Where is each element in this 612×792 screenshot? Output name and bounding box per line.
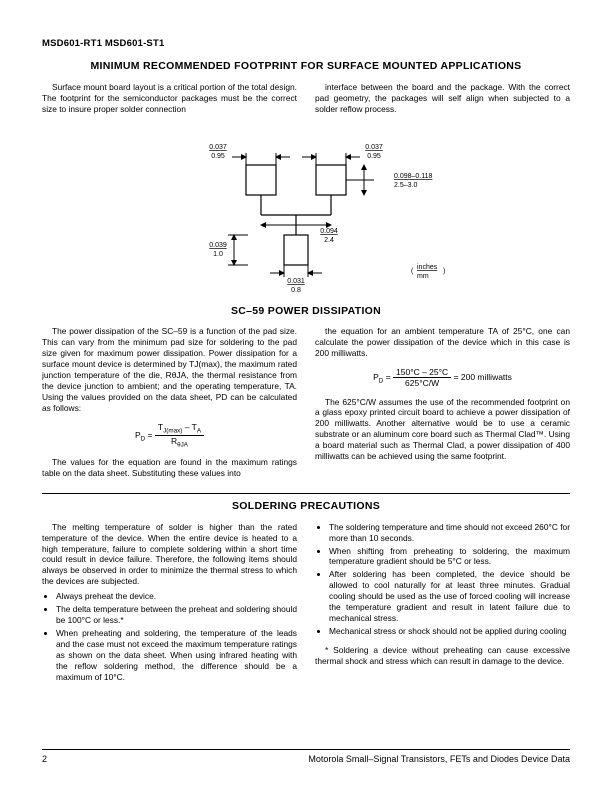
list-item: Mechanical stress or shock should not be… [329, 626, 570, 637]
sc59-title: SC–59 POWER DISSIPATION [42, 305, 570, 319]
svg-text:0.098–0.118: 0.098–0.118 [394, 173, 433, 180]
svg-text:1.0: 1.0 [213, 251, 223, 258]
svg-text:(: ( [411, 268, 414, 275]
svg-text:2.5–3.0: 2.5–3.0 [394, 182, 417, 189]
sc59-right-p2: The 625°C/W assumes the use of the recom… [315, 397, 570, 463]
soldering-intro: The melting temperature of solder is hig… [42, 522, 297, 588]
soldering-left-list: Always preheat the device. The delta tem… [42, 591, 297, 682]
svg-text:0.094: 0.094 [320, 228, 338, 235]
svg-text:): ) [443, 268, 445, 275]
doc-title-footer: Motorola Small–Signal Transistors, FETs … [308, 754, 570, 766]
svg-text:2.4: 2.4 [324, 237, 334, 244]
sc59-left-p1: The power dissipation of the SC–59 is a … [42, 326, 297, 413]
svg-text:0.039: 0.039 [209, 242, 227, 249]
list-item: When shifting from preheating to solderi… [329, 546, 570, 568]
svg-text:0.037: 0.037 [209, 144, 227, 151]
list-item: When preheating and soldering, the tempe… [56, 628, 297, 683]
section-divider [42, 493, 570, 494]
page-number: 2 [42, 754, 47, 766]
svg-text:0.95: 0.95 [367, 153, 381, 160]
part-number-header: MSD601-RT1 MSD601-ST1 [42, 38, 570, 50]
page-footer: 2 Motorola Small–Signal Transistors, FET… [42, 749, 570, 766]
svg-text:inches: inches [417, 264, 438, 271]
footprint-diagram: 0.037 0.95 0.037 0.95 0.094 2.4 0.098–0.… [42, 125, 570, 295]
soldering-footnote: * Soldering a device without preheating … [315, 645, 570, 667]
svg-text:mm: mm [417, 273, 429, 280]
list-item: The delta temperature between the prehea… [56, 604, 297, 626]
list-item: After soldering has been completed, the … [329, 569, 570, 624]
sc59-left-p2: The values for the equation are found in… [42, 457, 297, 479]
sc59-right-p1: the equation for an ambient temperature … [315, 326, 570, 359]
sc59-body: The power dissipation of the SC–59 is a … [42, 326, 570, 479]
sc59-eq2: PD = 150°C – 25°C 625°C/W = 200 milliwat… [315, 367, 570, 388]
soldering-body: The melting temperature of solder is hig… [42, 522, 570, 683]
soldering-right-list: The soldering temperature and time shoul… [315, 522, 570, 637]
footprint-right-para: interface between the board and the pack… [315, 82, 570, 115]
footprint-intro: Surface mount board layout is a critical… [42, 82, 570, 117]
list-item: Always preheat the device. [56, 591, 297, 602]
footprint-title: MINIMUM RECOMMENDED FOOTPRINT FOR SURFAC… [42, 60, 570, 74]
svg-text:0.8: 0.8 [291, 287, 301, 294]
soldering-title: SOLDERING PRECAUTIONS [42, 500, 570, 514]
sc59-eq1: PD = TJ(max) – TA RθJA [42, 422, 297, 449]
footprint-left-para: Surface mount board layout is a critical… [42, 82, 297, 115]
svg-text:0.031: 0.031 [287, 278, 305, 285]
svg-text:0.95: 0.95 [211, 153, 225, 160]
svg-text:0.037: 0.037 [365, 144, 383, 151]
list-item: The soldering temperature and time shoul… [329, 522, 570, 544]
